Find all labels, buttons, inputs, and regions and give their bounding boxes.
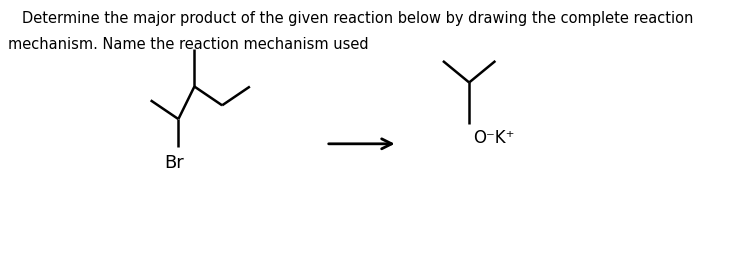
Text: O⁻K⁺: O⁻K⁺ [473, 129, 515, 147]
Text: Br: Br [164, 154, 184, 172]
Text: Determine the major product of the given reaction below by drawing the complete : Determine the major product of the given… [22, 11, 694, 26]
Text: mechanism. Name the reaction mechanism used: mechanism. Name the reaction mechanism u… [8, 37, 369, 52]
